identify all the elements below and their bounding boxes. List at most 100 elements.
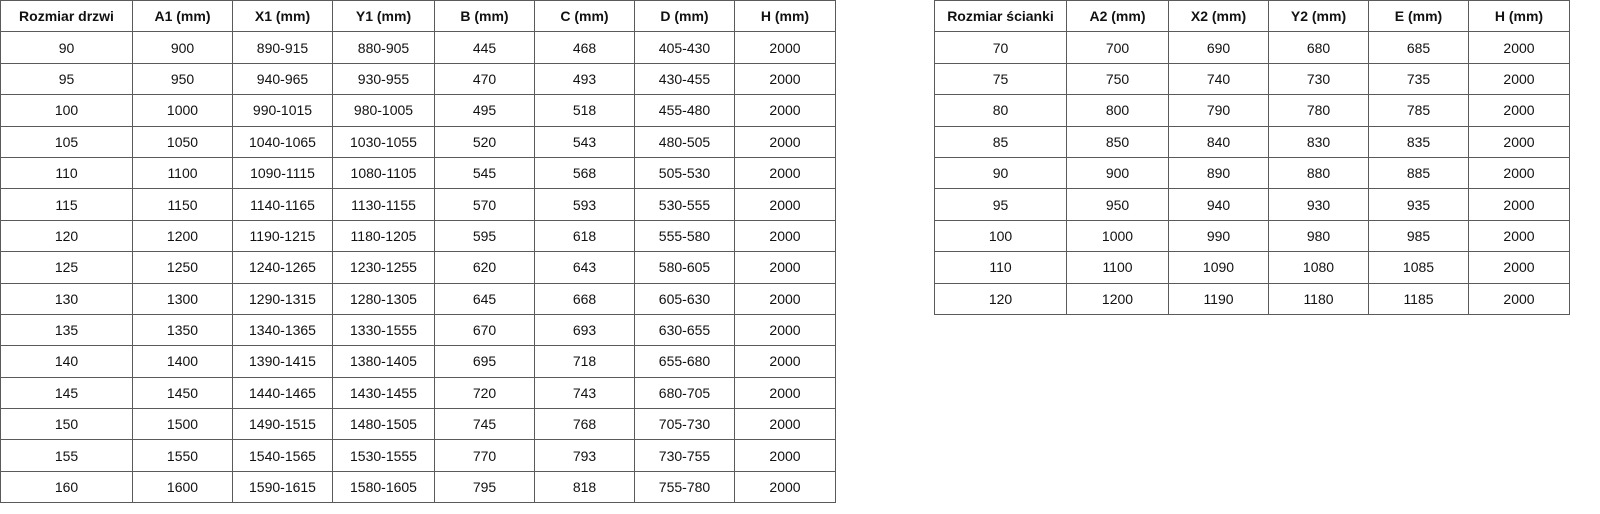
table-cell: 630-655 <box>634 313 735 347</box>
table-cell: 1390-1415 <box>232 345 333 378</box>
table-cell: 505-530 <box>634 156 735 190</box>
table-cell: 720 <box>434 376 535 410</box>
table-cell: 160 <box>0 470 133 504</box>
table-cell: 695 <box>434 345 535 378</box>
table-cell: 105 <box>0 125 133 158</box>
table-cell: 593 <box>534 188 635 221</box>
column-header: A2 (mm) <box>1066 0 1169 33</box>
table-cell: 1140-1165 <box>232 188 333 221</box>
table-cell: 840 <box>1168 125 1269 158</box>
table-cell: 1430-1455 <box>332 376 435 410</box>
table-cell: 745 <box>434 408 535 441</box>
table-cell: 1230-1255 <box>332 251 435 284</box>
table-cell: 718 <box>534 345 635 378</box>
table-cell: 605-630 <box>634 282 735 315</box>
table-cell: 670 <box>434 313 535 347</box>
table-cell: 1150 <box>132 188 233 221</box>
table-cell: 1030-1055 <box>332 125 435 158</box>
table-cell: 1440-1465 <box>232 376 333 410</box>
column-header: Rozmiar drzwi <box>0 0 133 33</box>
table-row: 85 850 840 830 835 2000 <box>934 125 1570 158</box>
table-row: 75 750 740 730 735 2000 <box>934 62 1570 96</box>
table-cell: 1180 <box>1268 282 1369 315</box>
column-header: X1 (mm) <box>232 0 333 33</box>
table-cell: 700 <box>1066 31 1169 64</box>
table-cell: 470 <box>434 62 535 96</box>
table-cell: 800 <box>1066 94 1169 127</box>
table-cell: 940 <box>1168 188 1269 221</box>
table-cell: 1080 <box>1268 251 1369 284</box>
table-row: 130 1300 1290-1315 1280-1305 645 668 605-630 20… <box>0 282 836 315</box>
column-header: Rozmiar ścianki <box>934 0 1067 33</box>
table-cell: 155 <box>0 439 133 472</box>
table-cell: 985 <box>1368 219 1469 253</box>
table-cell: 2000 <box>1468 282 1570 315</box>
table-cell: 735 <box>1368 62 1469 96</box>
table-row: 155 1550 1540-1565 1530-1555 770 793 730-755 20… <box>0 439 836 472</box>
column-header: X2 (mm) <box>1168 0 1269 33</box>
table-cell: 890-915 <box>232 31 333 64</box>
table-cell: 2000 <box>734 408 836 441</box>
table-cell: 620 <box>434 251 535 284</box>
column-header: H (mm) <box>1468 0 1570 33</box>
table-cell: 780 <box>1268 94 1369 127</box>
table-cell: 1085 <box>1368 251 1469 284</box>
table-cell: 1480-1505 <box>332 408 435 441</box>
table-cell: 618 <box>534 219 635 253</box>
table-cell: 2000 <box>734 313 836 347</box>
table-cell: 115 <box>0 188 133 221</box>
table-cell: 750 <box>1066 62 1169 96</box>
table-cell: 555-580 <box>634 219 735 253</box>
table-row: 135 1350 1340-1365 1330-1555 670 693 630-655 20… <box>0 313 836 347</box>
table-cell: 1340-1365 <box>232 313 333 347</box>
table-cell: 1190 <box>1168 282 1269 315</box>
table-cell: 1080-1105 <box>332 156 435 190</box>
table-cell: 980 <box>1268 219 1369 253</box>
table-header-row: Rozmiar drzwi A1 (mm) X1 (mm) Y1 (mm) B (mm)… <box>0 0 836 33</box>
table-cell: 940-965 <box>232 62 333 96</box>
table-row: 105 1050 1040-1065 1030-1055 520 543 480-505 20… <box>0 125 836 158</box>
table-cell: 1580-1605 <box>332 470 435 504</box>
table-cell: 100 <box>0 94 133 127</box>
table-cell: 1000 <box>132 94 233 127</box>
table-row: 100 1000 990 980 985 2000 <box>934 219 1570 253</box>
table-cell: 1050 <box>132 125 233 158</box>
table-cell: 1090 <box>1168 251 1269 284</box>
column-header: E (mm) <box>1368 0 1469 33</box>
table-cell: 135 <box>0 313 133 347</box>
table-cell: 90 <box>0 31 133 64</box>
table-row: 145 1450 1440-1465 1430-1455 720 743 680-705 20… <box>0 376 836 410</box>
table-row: 70 700 690 680 685 2000 <box>934 31 1570 64</box>
table-cell: 1350 <box>132 313 233 347</box>
table-cell: 1100 <box>132 156 233 190</box>
table-cell: 730 <box>1268 62 1369 96</box>
table-cell: 835 <box>1368 125 1469 158</box>
table-cell: 468 <box>534 31 635 64</box>
table-cell: 795 <box>434 470 535 504</box>
door-size-table: Rozmiar drzwi A1 (mm) X1 (mm) Y1 (mm) B (mm)… <box>0 0 836 504</box>
table-cell: 885 <box>1368 156 1469 190</box>
table-cell: 1185 <box>1368 282 1469 315</box>
table-cell: 655-680 <box>634 345 735 378</box>
table-cell: 95 <box>934 188 1067 221</box>
table-cell: 2000 <box>734 376 836 410</box>
table-cell: 2000 <box>1468 156 1570 190</box>
table-cell: 880 <box>1268 156 1369 190</box>
table-cell: 580-605 <box>634 251 735 284</box>
table-cell: 2000 <box>734 219 836 253</box>
table-cell: 1040-1065 <box>232 125 333 158</box>
table-cell: 1400 <box>132 345 233 378</box>
table-cell: 705-730 <box>634 408 735 441</box>
table-cell: 1190-1215 <box>232 219 333 253</box>
table-cell: 120 <box>934 282 1067 315</box>
table-cell: 818 <box>534 470 635 504</box>
table-cell: 80 <box>934 94 1067 127</box>
table-cell: 680 <box>1268 31 1369 64</box>
table-cell: 150 <box>0 408 133 441</box>
table-cell: 730-755 <box>634 439 735 472</box>
table-cell: 990-1015 <box>232 94 333 127</box>
table-cell: 570 <box>434 188 535 221</box>
table-cell: 1380-1405 <box>332 345 435 378</box>
table-cell: 2000 <box>734 31 836 64</box>
table-row: 110 1100 1090-1115 1080-1105 545 568 505-530 20… <box>0 156 836 190</box>
